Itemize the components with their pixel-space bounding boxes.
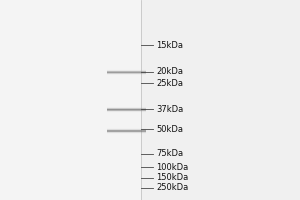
Bar [106,72,146,73]
Bar [0,0,141,200]
Bar [106,124,146,125]
Bar [106,134,146,135]
Bar [106,128,146,129]
Text: 150kDa: 150kDa [156,173,188,182]
Bar [106,109,146,110]
Text: 250kDa: 250kDa [156,184,188,192]
Bar [106,71,146,72]
Bar [106,126,146,127]
Bar [106,70,146,71]
Bar [106,78,146,79]
Bar [106,76,146,77]
Bar [106,110,146,111]
Text: 25kDa: 25kDa [156,78,183,88]
Bar [106,133,146,134]
Bar [106,132,146,133]
Bar [106,127,146,128]
Bar [106,66,146,67]
Bar [106,111,146,112]
Bar [106,115,146,116]
Text: 37kDa: 37kDa [156,104,183,114]
Bar [106,73,146,74]
Bar [106,125,146,126]
Bar [106,105,146,106]
Bar [106,135,146,136]
Bar [106,136,146,137]
Bar [106,106,146,107]
Bar [106,77,146,78]
Bar [106,104,146,105]
Bar [106,108,146,109]
Text: 15kDa: 15kDa [156,40,183,49]
Bar [106,68,146,69]
Bar [106,74,146,75]
Bar [106,137,146,138]
Bar [106,131,146,132]
Text: 75kDa: 75kDa [156,150,183,158]
Bar [106,67,146,68]
Bar [106,69,146,70]
Bar [106,130,146,131]
Text: 20kDa: 20kDa [156,68,183,76]
Bar [106,112,146,113]
Text: 100kDa: 100kDa [156,162,188,171]
Bar [106,103,146,104]
Text: 50kDa: 50kDa [156,124,183,134]
Bar [106,114,146,115]
Bar [106,107,146,108]
Bar [106,75,146,76]
Bar [106,113,146,114]
Bar [106,129,146,130]
